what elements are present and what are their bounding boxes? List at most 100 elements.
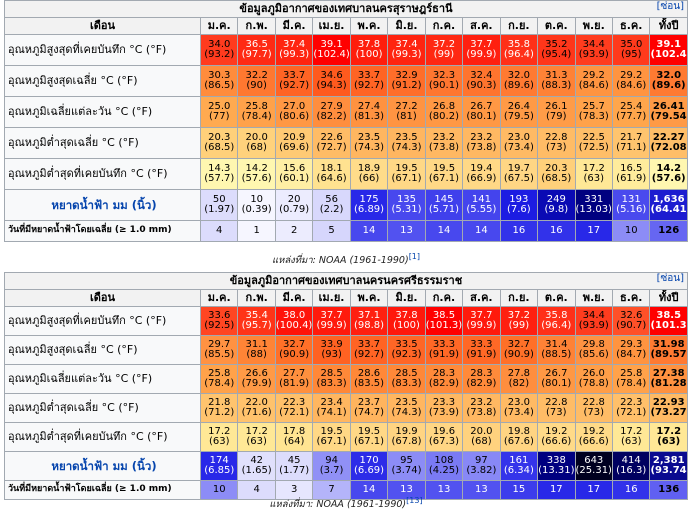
climate-row: อุณหภูมิสูงสุดที่เคยบันทึก °C (°F) 34.0 (9… [4, 34, 688, 66]
value-primary: 22.6 [320, 131, 343, 143]
climate-value-cell: 31.4 (88.5) [537, 335, 576, 365]
value-secondary: (1.97) [204, 204, 235, 215]
month-column-header: เดือน [4, 17, 201, 35]
value-secondary: (3.74) [391, 465, 422, 476]
value-primary: 23.2 [470, 396, 493, 408]
source-ref-link[interactable]: [1] [408, 252, 421, 261]
value-primary: 7 [328, 483, 335, 495]
value-primary: 19.9 [395, 425, 418, 437]
table-title-text: ข้อมูลภูมิอากาศของเทศบาลนครนครศรีธรรมราช [229, 274, 463, 288]
climate-value-cell: 42 (1.65) [237, 451, 276, 481]
month-header-cell: ก.ค. [424, 17, 464, 35]
climate-value-cell: 17.2 (63) [611, 422, 651, 452]
value-secondary: (89.6) [503, 80, 534, 91]
value-secondary: (79.54) [650, 111, 688, 122]
value-primary: 30.3 [208, 69, 231, 81]
value-primary: 37.2 [507, 309, 530, 321]
climate-row: อุณหภูมิสูงสุดที่เคยบันทึก °C (°F) 33.6 (9… [4, 306, 688, 336]
value-secondary: (61.9) [616, 173, 647, 184]
value-primary: 56 [325, 193, 338, 205]
climate-value-cell: 34.4 (93.9) [574, 306, 613, 336]
climate-value-cell: 19.9 (67.8) [387, 422, 426, 452]
value-primary: 19.8 [507, 425, 530, 437]
climate-value-cell: 136 [649, 480, 688, 500]
climate-value-cell: 26.7 (80.1) [462, 96, 501, 128]
value-secondary: (9.8) [544, 204, 569, 215]
climate-table-surat-thani: ข้อมูลภูมิอากาศของเทศบาลนครสุราษฎร์ธานี [… [4, 0, 688, 242]
value-primary: 23.0 [507, 131, 530, 143]
climate-value-cell: 249 (9.8) [537, 189, 576, 221]
value-primary: 23.0 [507, 396, 530, 408]
climate-value-cell: 643 (25.31) [574, 451, 613, 481]
climate-value-cell: 17 [574, 480, 613, 500]
climate-value-cell: 26.8 (80.2) [424, 96, 464, 128]
value-primary: 3 [290, 483, 298, 495]
climate-value-cell: 3 [274, 480, 314, 500]
value-primary: 38.5 [432, 309, 456, 321]
climate-value-cell: 37.8 (100) [387, 306, 426, 336]
value-primary: 23.5 [395, 131, 418, 143]
climate-value-cell: 23.2 (73.8) [424, 127, 464, 159]
value-primary: 37.1 [357, 309, 381, 321]
climate-value-cell: 141 (5.55) [462, 189, 501, 221]
value-primary: 13 [400, 224, 413, 236]
value-secondary: (95) [620, 49, 642, 60]
value-secondary: (73) [546, 407, 567, 418]
value-primary: 19.6 [432, 425, 456, 437]
value-secondary: (83.5) [354, 378, 385, 389]
source-ref-link[interactable]: [13] [406, 496, 423, 505]
row-label[interactable]: หยาดน้ำฟ้า มม (นิ้ว) [4, 189, 201, 221]
climate-value-cell: 32.9 (91.2) [387, 65, 426, 97]
month-header-cell: พ.ย. [574, 289, 613, 307]
value-primary: 50 [212, 193, 226, 205]
value-secondary: (64.41) [650, 204, 688, 215]
value-primary: 23.2 [470, 131, 493, 143]
value-primary: 32.0 [507, 69, 530, 81]
value-secondary: (78.4) [241, 111, 272, 122]
value-secondary: (81.28) [650, 378, 688, 389]
value-secondary: (6.34) [503, 465, 534, 476]
value-primary: 23.2 [432, 131, 456, 143]
value-secondary: (74.3) [391, 142, 422, 153]
climate-value-cell: 31.1 (88) [237, 335, 276, 365]
value-primary: 37.8 [395, 309, 418, 321]
value-primary: 20 [287, 193, 301, 205]
value-primary: 19.7 [507, 162, 530, 174]
climate-value-cell: 2 [274, 220, 314, 242]
value-secondary: (67.5) [503, 173, 534, 184]
value-primary: 97 [475, 454, 488, 466]
value-primary: 14 [475, 224, 488, 236]
value-secondary: (90.1) [428, 80, 459, 91]
climate-value-cell: 31.98 (89.57) [649, 335, 688, 365]
value-primary: 37.7 [470, 38, 493, 50]
value-secondary: (92.7) [279, 80, 310, 91]
climate-value-cell: 1 [237, 220, 276, 242]
climate-value-cell: 56 (2.2) [312, 189, 351, 221]
hide-toggle-link[interactable]: [ซ่อน] [656, 273, 684, 284]
climate-value-cell: 14.2 (57.6) [649, 158, 688, 190]
value-secondary: (86.5) [204, 80, 235, 91]
climate-row: อุณหภูมิเฉลี่ยแต่ละวัน °C (°F) 25.8 (78.4)… [4, 364, 688, 394]
climate-value-cell: 34.0 (93.2) [199, 34, 239, 66]
value-primary: 31.1 [245, 338, 268, 350]
value-secondary: (5.71) [428, 204, 459, 215]
value-primary: 29.2 [582, 69, 605, 81]
row-label[interactable]: หยาดน้ำฟ้า มม (นิ้ว) [4, 451, 201, 481]
value-secondary: (99.3) [391, 49, 422, 60]
month-header-cell: ม.ค. [199, 289, 239, 307]
climate-value-cell: 32.3 (90.1) [424, 65, 464, 97]
value-secondary: (66.6) [578, 436, 609, 447]
climate-row: อุณหภูมิต่ำสุดที่เคยบันทึก °C (°F) 14.3 (5… [4, 158, 688, 190]
climate-value-cell: 33.9 (93) [312, 335, 351, 365]
value-primary: 20.3 [208, 131, 231, 143]
value-secondary: (73.8) [466, 142, 497, 153]
value-secondary: (5.55) [466, 204, 497, 215]
value-primary: 2,381 [652, 454, 685, 466]
value-secondary: (77.7) [616, 111, 647, 122]
hide-toggle-link[interactable]: [ซ่อน] [656, 1, 684, 12]
climate-value-cell: 34.4 (93.9) [574, 34, 613, 66]
value-secondary: (16.3) [616, 465, 647, 476]
value-secondary: (73.8) [428, 142, 459, 153]
month-header-cell: ต.ค. [537, 289, 576, 307]
value-secondary: (0.39) [241, 204, 272, 215]
